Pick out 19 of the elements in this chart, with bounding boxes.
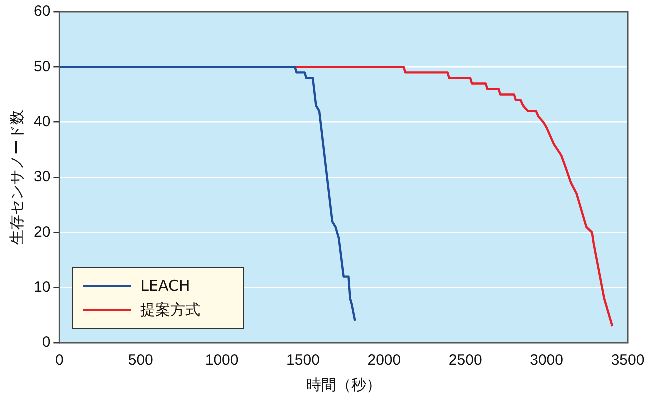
x-tick-label: 3000 [530, 352, 564, 370]
legend-label: 提案方式 [140, 300, 201, 320]
y-tick-label: 50 [34, 58, 51, 76]
x-tick-label: 2000 [368, 352, 402, 370]
y-tick-label: 10 [34, 278, 51, 296]
y-tick-label: 20 [34, 224, 51, 241]
legend-label: LEACH [140, 277, 190, 295]
x-axis-title: 時間（秒） [306, 376, 382, 394]
y-tick-label: 60 [34, 3, 51, 20]
y-tick-label: 30 [34, 168, 51, 186]
x-tick-label: 1000 [205, 352, 239, 370]
x-tick-label: 2500 [448, 352, 482, 370]
x-tick-label: 3500 [611, 352, 645, 370]
y-axis-title: 生存センサノード数 [8, 110, 26, 245]
y-tick-label: 0 [42, 334, 51, 352]
x-tick-label: 1500 [286, 352, 320, 370]
x-tick-label: 0 [56, 352, 64, 370]
y-tick-label: 40 [34, 113, 51, 130]
x-tick-label: 500 [128, 352, 154, 370]
